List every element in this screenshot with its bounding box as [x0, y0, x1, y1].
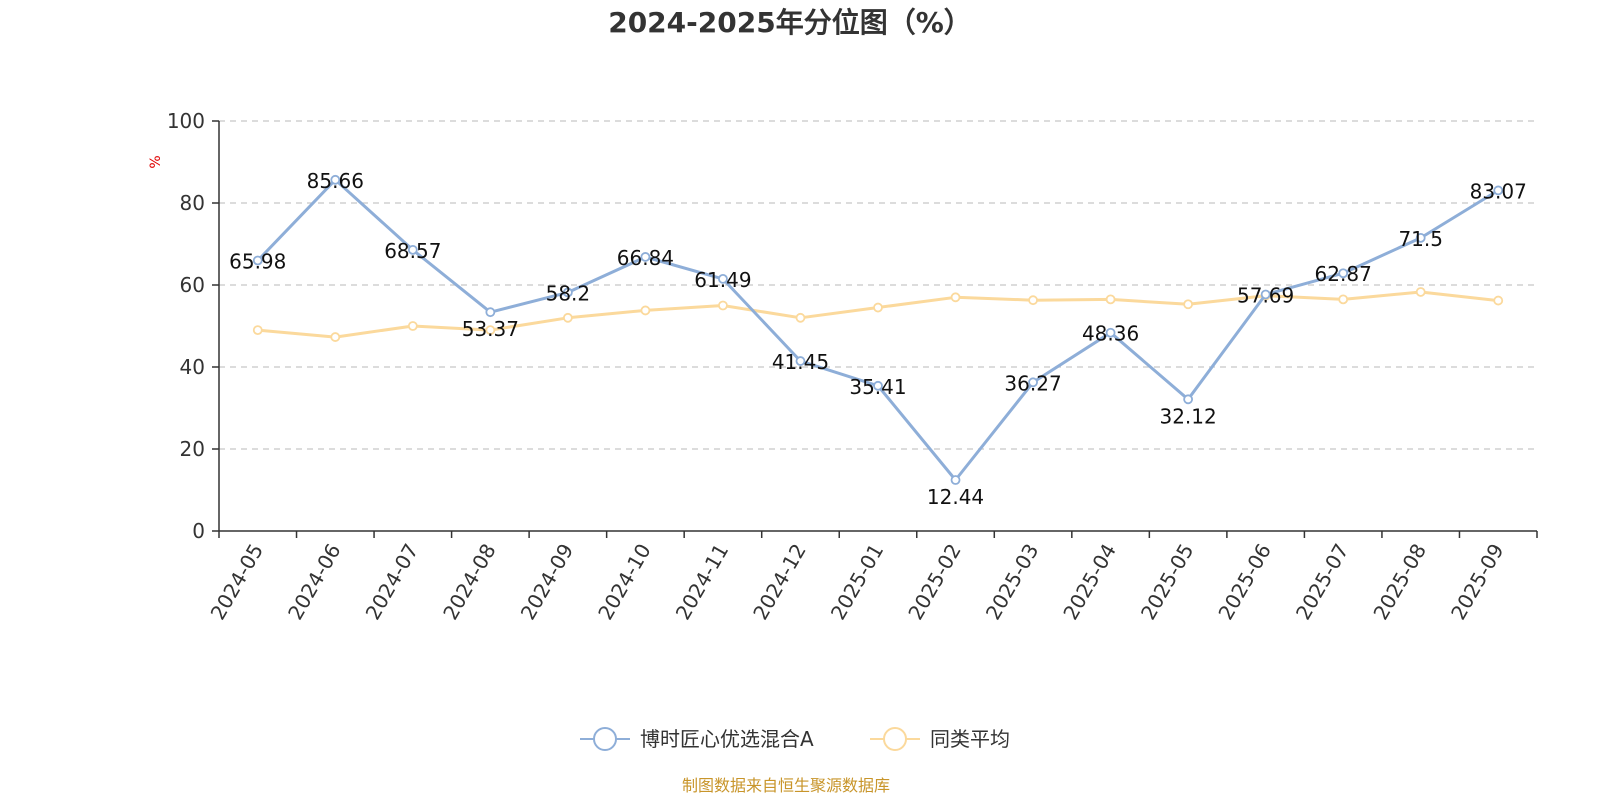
x-tick-label: 2024-12 — [748, 540, 811, 624]
x-tick-label: 2024-07 — [361, 540, 424, 624]
y-tick-label: 40 — [180, 355, 205, 379]
data-label: 57.69 — [1237, 283, 1294, 307]
data-point — [640, 305, 651, 316]
data-point — [1183, 394, 1194, 405]
data-label: 62.87 — [1315, 262, 1372, 286]
data-point — [640, 252, 651, 262]
series-lines — [252, 174, 1504, 485]
data-point — [562, 287, 573, 298]
x-tick-label: 2025-07 — [1291, 540, 1354, 624]
data-point — [1493, 185, 1504, 196]
source-note: 制图数据来自恒生聚源数据库 — [682, 776, 890, 795]
x-tick-label: 2025-01 — [826, 540, 889, 624]
legend-marker-icon — [593, 727, 617, 751]
data-point — [1105, 327, 1116, 338]
y-tick-label: 80 — [180, 191, 205, 215]
x-tick-label: 2025-05 — [1136, 540, 1199, 624]
x-tick-label: 2024-11 — [671, 540, 734, 624]
data-label: 65.98 — [229, 249, 286, 273]
data-point — [950, 292, 961, 303]
data-label: 68.57 — [384, 239, 441, 263]
data-label: 83.07 — [1470, 179, 1527, 203]
data-point — [330, 174, 341, 185]
x-tick-label: 2025-09 — [1446, 540, 1509, 624]
y-tick-label: 20 — [180, 437, 205, 461]
series-line-0 — [256, 178, 1499, 482]
legend-item-0[interactable]: 博时匠心优选混合A — [580, 727, 814, 751]
data-point — [950, 475, 961, 485]
data-point — [1260, 289, 1271, 300]
y-tick-label: 0 — [192, 519, 205, 543]
data-label: 41.45 — [772, 350, 829, 374]
data-label: 58.2 — [546, 281, 591, 305]
data-label: 85.66 — [307, 169, 364, 193]
data-point — [562, 312, 573, 323]
data-point — [795, 356, 806, 366]
data-point — [407, 321, 418, 331]
data-point — [1415, 232, 1426, 243]
data-point — [1028, 295, 1038, 306]
data-label: 61.49 — [694, 268, 751, 292]
data-point — [873, 302, 883, 313]
x-tick-label: 2025-03 — [981, 540, 1044, 624]
data-labels: 65.98 85.66 68.57 53.37 58.2 66.84 61.49 41.45 3… — [229, 169, 1527, 509]
legend[interactable]: 博时匠心优选混合A 同类平均 — [580, 727, 1010, 751]
y-tick-label: 60 — [180, 273, 205, 297]
data-point — [873, 380, 883, 391]
data-point — [407, 244, 418, 255]
legend-item-1[interactable]: 同类平均 — [870, 727, 1010, 751]
data-point — [1338, 294, 1349, 305]
x-tick-label: 2024-10 — [593, 540, 656, 624]
data-point — [252, 325, 263, 336]
data-label: 71.5 — [1398, 227, 1443, 251]
data-point — [485, 325, 496, 336]
data-point — [1493, 295, 1504, 306]
x-tick-label: 2025-06 — [1213, 540, 1276, 624]
x-tick-label: 2024-08 — [438, 540, 501, 624]
legend-label: 同类平均 — [930, 727, 1010, 751]
x-tick-label: 2024-05 — [206, 540, 269, 624]
data-point — [1415, 287, 1426, 297]
data-point — [1183, 299, 1194, 310]
data-point — [1028, 377, 1038, 388]
chart-title: 2024-2025年分位图（%） — [608, 6, 972, 39]
data-point — [330, 332, 341, 342]
data-point — [1338, 268, 1349, 279]
data-label: 66.84 — [617, 246, 674, 270]
x-tick-label: 2024-09 — [516, 540, 579, 624]
data-label: 53.37 — [462, 317, 519, 341]
data-point — [718, 273, 728, 284]
data-label: 12.44 — [927, 485, 984, 509]
data-label: 48.36 — [1082, 322, 1139, 346]
data-point — [485, 307, 496, 318]
data-label: 36.27 — [1004, 371, 1061, 395]
data-point — [718, 300, 728, 311]
legend-label: 博时匠心优选混合A — [640, 727, 814, 751]
data-label: 32.12 — [1159, 404, 1216, 428]
data-point — [795, 312, 806, 323]
data-label: 35.41 — [849, 375, 906, 399]
y-axis-unit: % — [148, 155, 164, 168]
x-tick-label: 2025-08 — [1368, 540, 1431, 624]
data-point — [252, 255, 263, 266]
y-tick-label: 100 — [167, 109, 205, 133]
legend-marker-icon — [883, 727, 907, 751]
x-tick-label: 2025-04 — [1058, 540, 1121, 624]
x-tick-label: 2024-06 — [283, 540, 346, 624]
x-tick-label: 2025-02 — [903, 540, 966, 624]
data-point — [1105, 294, 1116, 305]
series-line-1 — [257, 290, 1499, 339]
